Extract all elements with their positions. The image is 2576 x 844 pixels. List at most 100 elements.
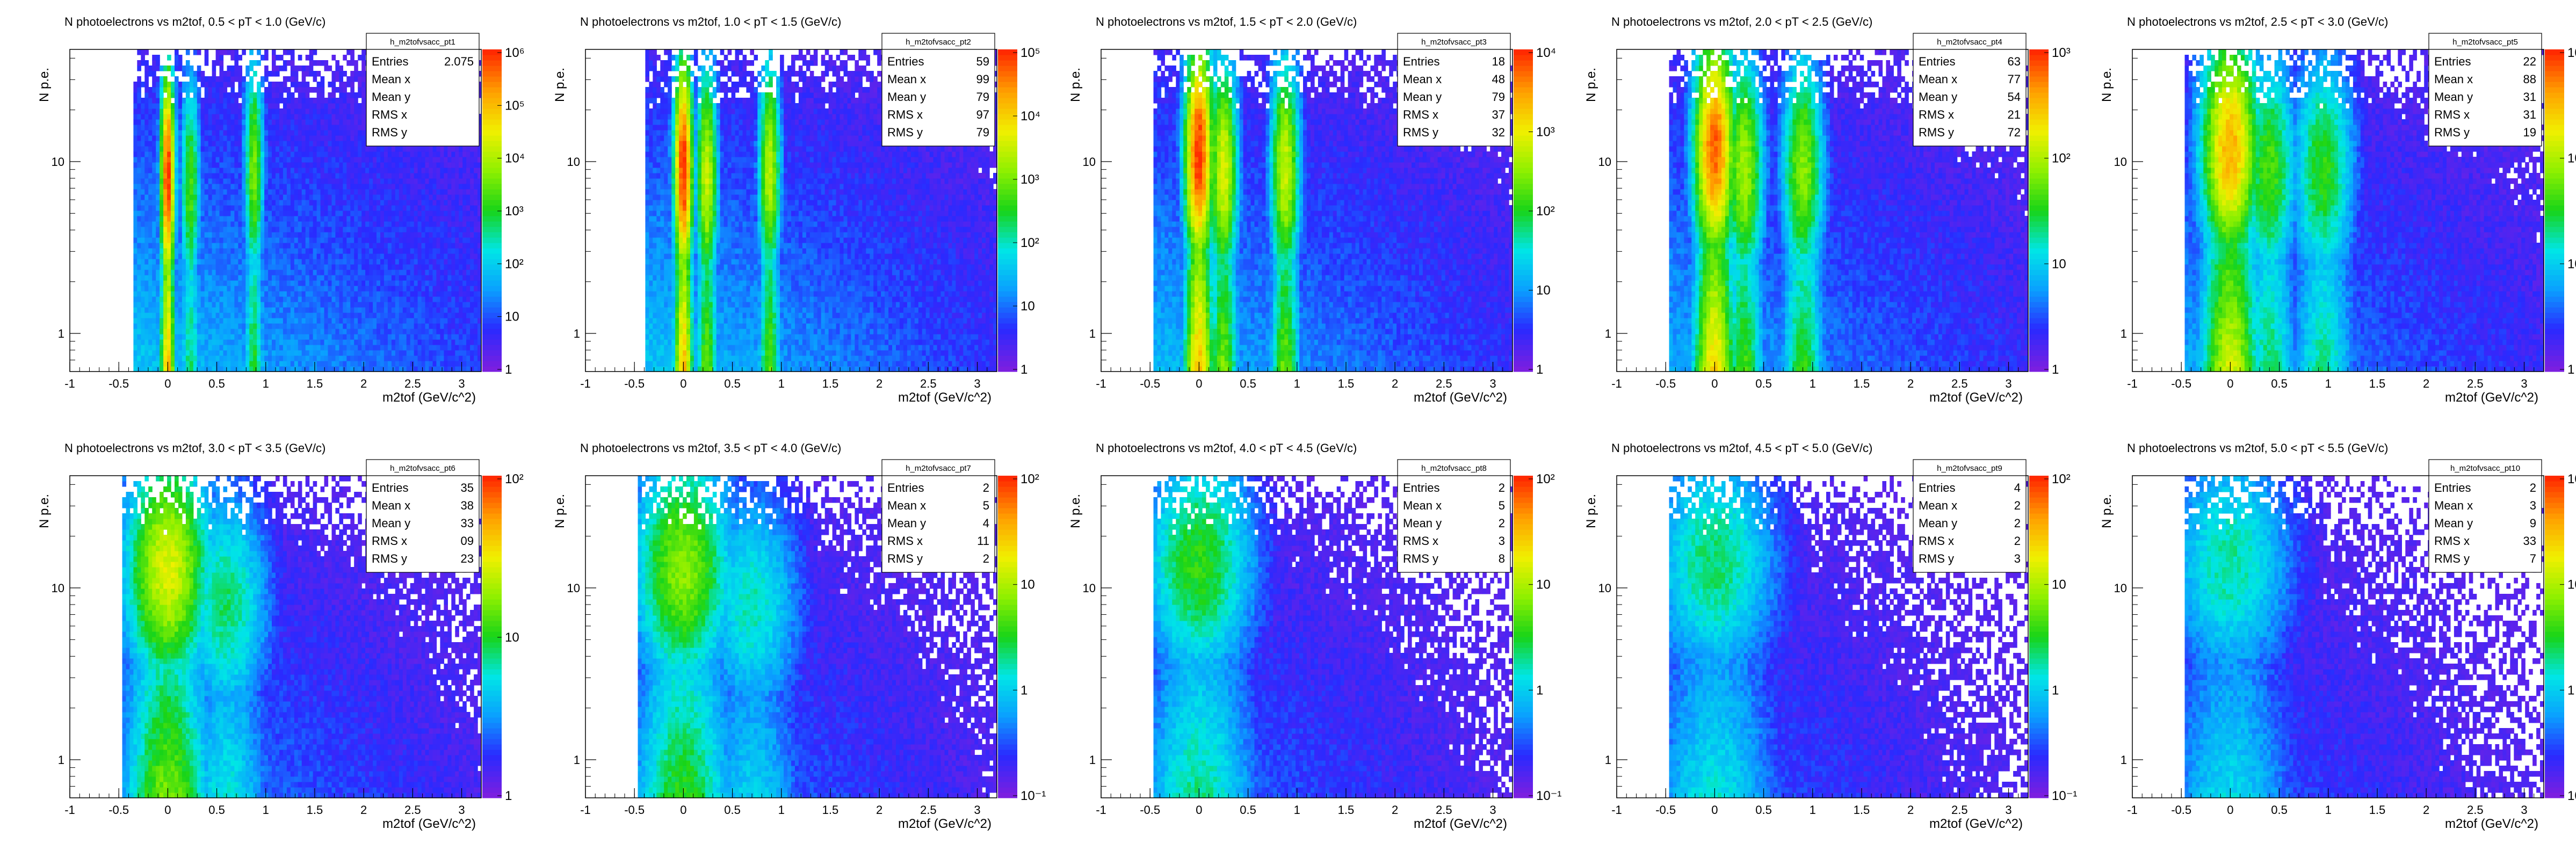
stats-label: RMS y	[1919, 126, 1954, 139]
stats-label: Mean y	[1919, 90, 1957, 104]
y-tick-label: 10	[567, 581, 580, 595]
y-axis: 110	[52, 484, 81, 786]
x-tick-label: 1.5	[2369, 377, 2386, 390]
stats-value: 48	[1492, 72, 1505, 86]
stats-label: RMS y	[372, 126, 407, 139]
x-tick-label: 0	[680, 377, 686, 390]
y-axis-label: N p.e.	[37, 494, 52, 528]
stats-label: RMS x	[887, 108, 923, 121]
x-tick-label: -1	[580, 377, 591, 390]
stats-label: RMS y	[1919, 552, 1954, 565]
x-tick-label: 1.5	[822, 377, 839, 390]
y-tick-label: 1	[58, 327, 64, 340]
x-tick-label: -1	[1096, 377, 1106, 390]
z-tick-label: 1	[2052, 683, 2059, 697]
y-tick-label: 10	[1598, 155, 1611, 169]
stats-label: Mean y	[372, 516, 410, 530]
panel-4: N photoelectrons vs m2tof, 2.0 < pT < 2.…	[1584, 15, 2071, 405]
x-tick-label: -0.5	[1655, 803, 1676, 817]
stats-label: Mean x	[372, 499, 410, 512]
x-tick-label: -1	[2127, 803, 2138, 817]
z-tick-label: 1	[2567, 362, 2574, 377]
z-tick-label: 10	[1021, 578, 1035, 592]
stats-label: RMS x	[1403, 108, 1438, 121]
y-tick-label: 10	[2114, 155, 2127, 169]
stats-label: Entries	[1919, 481, 1955, 494]
panel-title: N photoelectrons vs m2tof, 1.0 < pT < 1.…	[580, 15, 841, 28]
stats-label: Mean x	[1403, 499, 1442, 512]
x-tick-label: 1	[263, 377, 269, 390]
z-tick-label: 10⁻¹	[2567, 789, 2576, 803]
y-axis: 110	[1083, 484, 1112, 786]
stats-label: RMS x	[1403, 534, 1438, 548]
x-tick-label: -1	[1611, 803, 1622, 817]
panel-title: N photoelectrons vs m2tof, 5.0 < pT < 5.…	[2127, 441, 2388, 455]
x-tick-label: 1	[1810, 803, 1816, 817]
stats-label: Mean y	[1919, 516, 1957, 530]
stats-value: 22	[2523, 55, 2536, 68]
x-tick-label: 2.5	[1951, 377, 1968, 390]
x-tick-label: 2.5	[1436, 377, 1452, 390]
x-tick-label: 3	[2521, 803, 2527, 817]
x-tick-label: 0.5	[1240, 803, 1256, 817]
stats-label: Entries	[1403, 55, 1439, 68]
x-tick-label: 0.5	[724, 377, 741, 390]
x-tick-label: 1	[1294, 803, 1300, 817]
stats-value: 97	[976, 108, 989, 121]
stats-label: Mean x	[887, 72, 926, 86]
x-tick-label: 2	[1907, 377, 1914, 390]
x-tick-label: 1.5	[2369, 803, 2386, 817]
x-tick-label: 1.5	[822, 803, 839, 817]
stats-value: 63	[2008, 55, 2021, 68]
stats-value: 4	[2014, 481, 2021, 494]
panel-title: N photoelectrons vs m2tof, 4.0 < pT < 4.…	[1096, 441, 1357, 455]
y-axis-label: N p.e.	[37, 68, 52, 102]
x-tick-label: -0.5	[1655, 377, 1676, 390]
stats-value: 9	[2530, 516, 2536, 530]
z-tick-label: 10⁴	[505, 151, 525, 166]
stats-value: 2	[1499, 516, 1505, 530]
stats-value: 77	[2008, 72, 2021, 86]
y-tick-label: 1	[1605, 753, 1611, 767]
stats-value: 21	[2008, 108, 2021, 121]
x-tick-label: 0	[1711, 803, 1718, 817]
x-tick-label: -0.5	[624, 377, 645, 390]
y-tick-label: 1	[2121, 753, 2127, 767]
stats-label: Mean y	[372, 90, 410, 104]
x-tick-label: 1	[1294, 377, 1300, 390]
z-tick-label: 10⁴	[1536, 46, 1556, 60]
z-tick-label: 10²	[2052, 151, 2071, 166]
y-axis: 110	[567, 58, 596, 360]
x-tick-label: 3	[974, 803, 980, 817]
y-tick-label: 10	[52, 155, 64, 169]
stats-value: 3	[2014, 552, 2021, 565]
panel-5: N photoelectrons vs m2tof, 2.5 < pT < 3.…	[2100, 15, 2576, 405]
x-tick-label: 0.5	[1755, 803, 1772, 817]
stats-label: Entries	[1919, 55, 1955, 68]
x-tick-label: 2.5	[1951, 803, 1968, 817]
z-tick-label: 1	[505, 789, 512, 803]
stats-label: Mean y	[2434, 90, 2473, 104]
panel-title: N photoelectrons vs m2tof, 3.0 < pT < 3.…	[64, 441, 325, 455]
stats-label: RMS x	[372, 534, 407, 548]
z-tick-label: 10	[2052, 257, 2066, 271]
stats-value: 2	[2014, 516, 2021, 530]
z-tick-label: 1	[1021, 683, 1027, 697]
z-tick-label: 1	[505, 362, 512, 377]
stats-label: RMS x	[2434, 108, 2470, 121]
x-tick-label: 2.5	[1436, 803, 1452, 817]
x-tick-label: -1	[1096, 803, 1106, 817]
stats-value: 32	[1492, 126, 1505, 139]
z-tick-label: 10²	[2567, 151, 2576, 166]
z-tick-label: 10	[2567, 578, 2576, 592]
z-tick-label: 10	[505, 630, 519, 645]
y-tick-label: 10	[1083, 155, 1096, 169]
stats-label: RMS x	[372, 108, 407, 121]
